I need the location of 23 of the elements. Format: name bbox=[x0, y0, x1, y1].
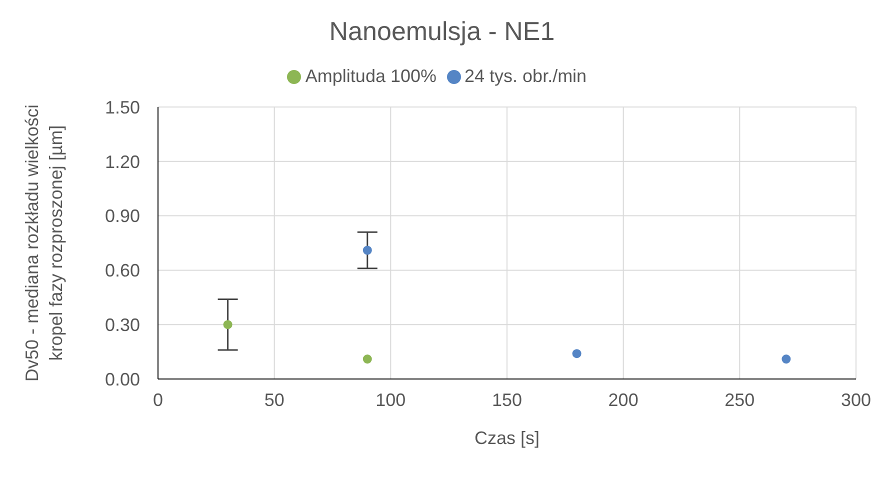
x-tick-label: 250 bbox=[724, 390, 755, 410]
legend-label: Amplituda 100% bbox=[305, 66, 437, 86]
point bbox=[362, 354, 372, 364]
x-axis-title: Czas [s] bbox=[474, 428, 540, 448]
chart-title: Nanoemulsja - NE1 bbox=[328, 15, 556, 48]
x-tick-label: 0 bbox=[152, 390, 164, 410]
y-tick-label: 0.30 bbox=[104, 314, 140, 335]
legend-label: 24 tys. obr./min bbox=[464, 66, 587, 86]
y-tick-label: 0.60 bbox=[104, 260, 140, 281]
y-tick-label: 0.90 bbox=[104, 206, 140, 226]
point bbox=[362, 246, 372, 255]
x-tick-label: 50 bbox=[264, 390, 284, 410]
x-tick-label: 200 bbox=[608, 390, 638, 410]
x-tick-label: 300 bbox=[840, 390, 872, 410]
point bbox=[223, 320, 232, 330]
point bbox=[782, 354, 791, 364]
x-tick-label: 150 bbox=[492, 390, 522, 410]
x-tick-label: 100 bbox=[376, 390, 406, 410]
y-tick-label: 0.00 bbox=[104, 369, 140, 390]
y-axis-title: Dv50 - mediana rozkładu wielkości kropel fazy rozproszonej [µm] bbox=[22, 104, 66, 382]
point bbox=[572, 349, 582, 358]
y-tick-label: 1.50 bbox=[104, 97, 140, 118]
y-tick-label: 1.20 bbox=[104, 152, 140, 172]
